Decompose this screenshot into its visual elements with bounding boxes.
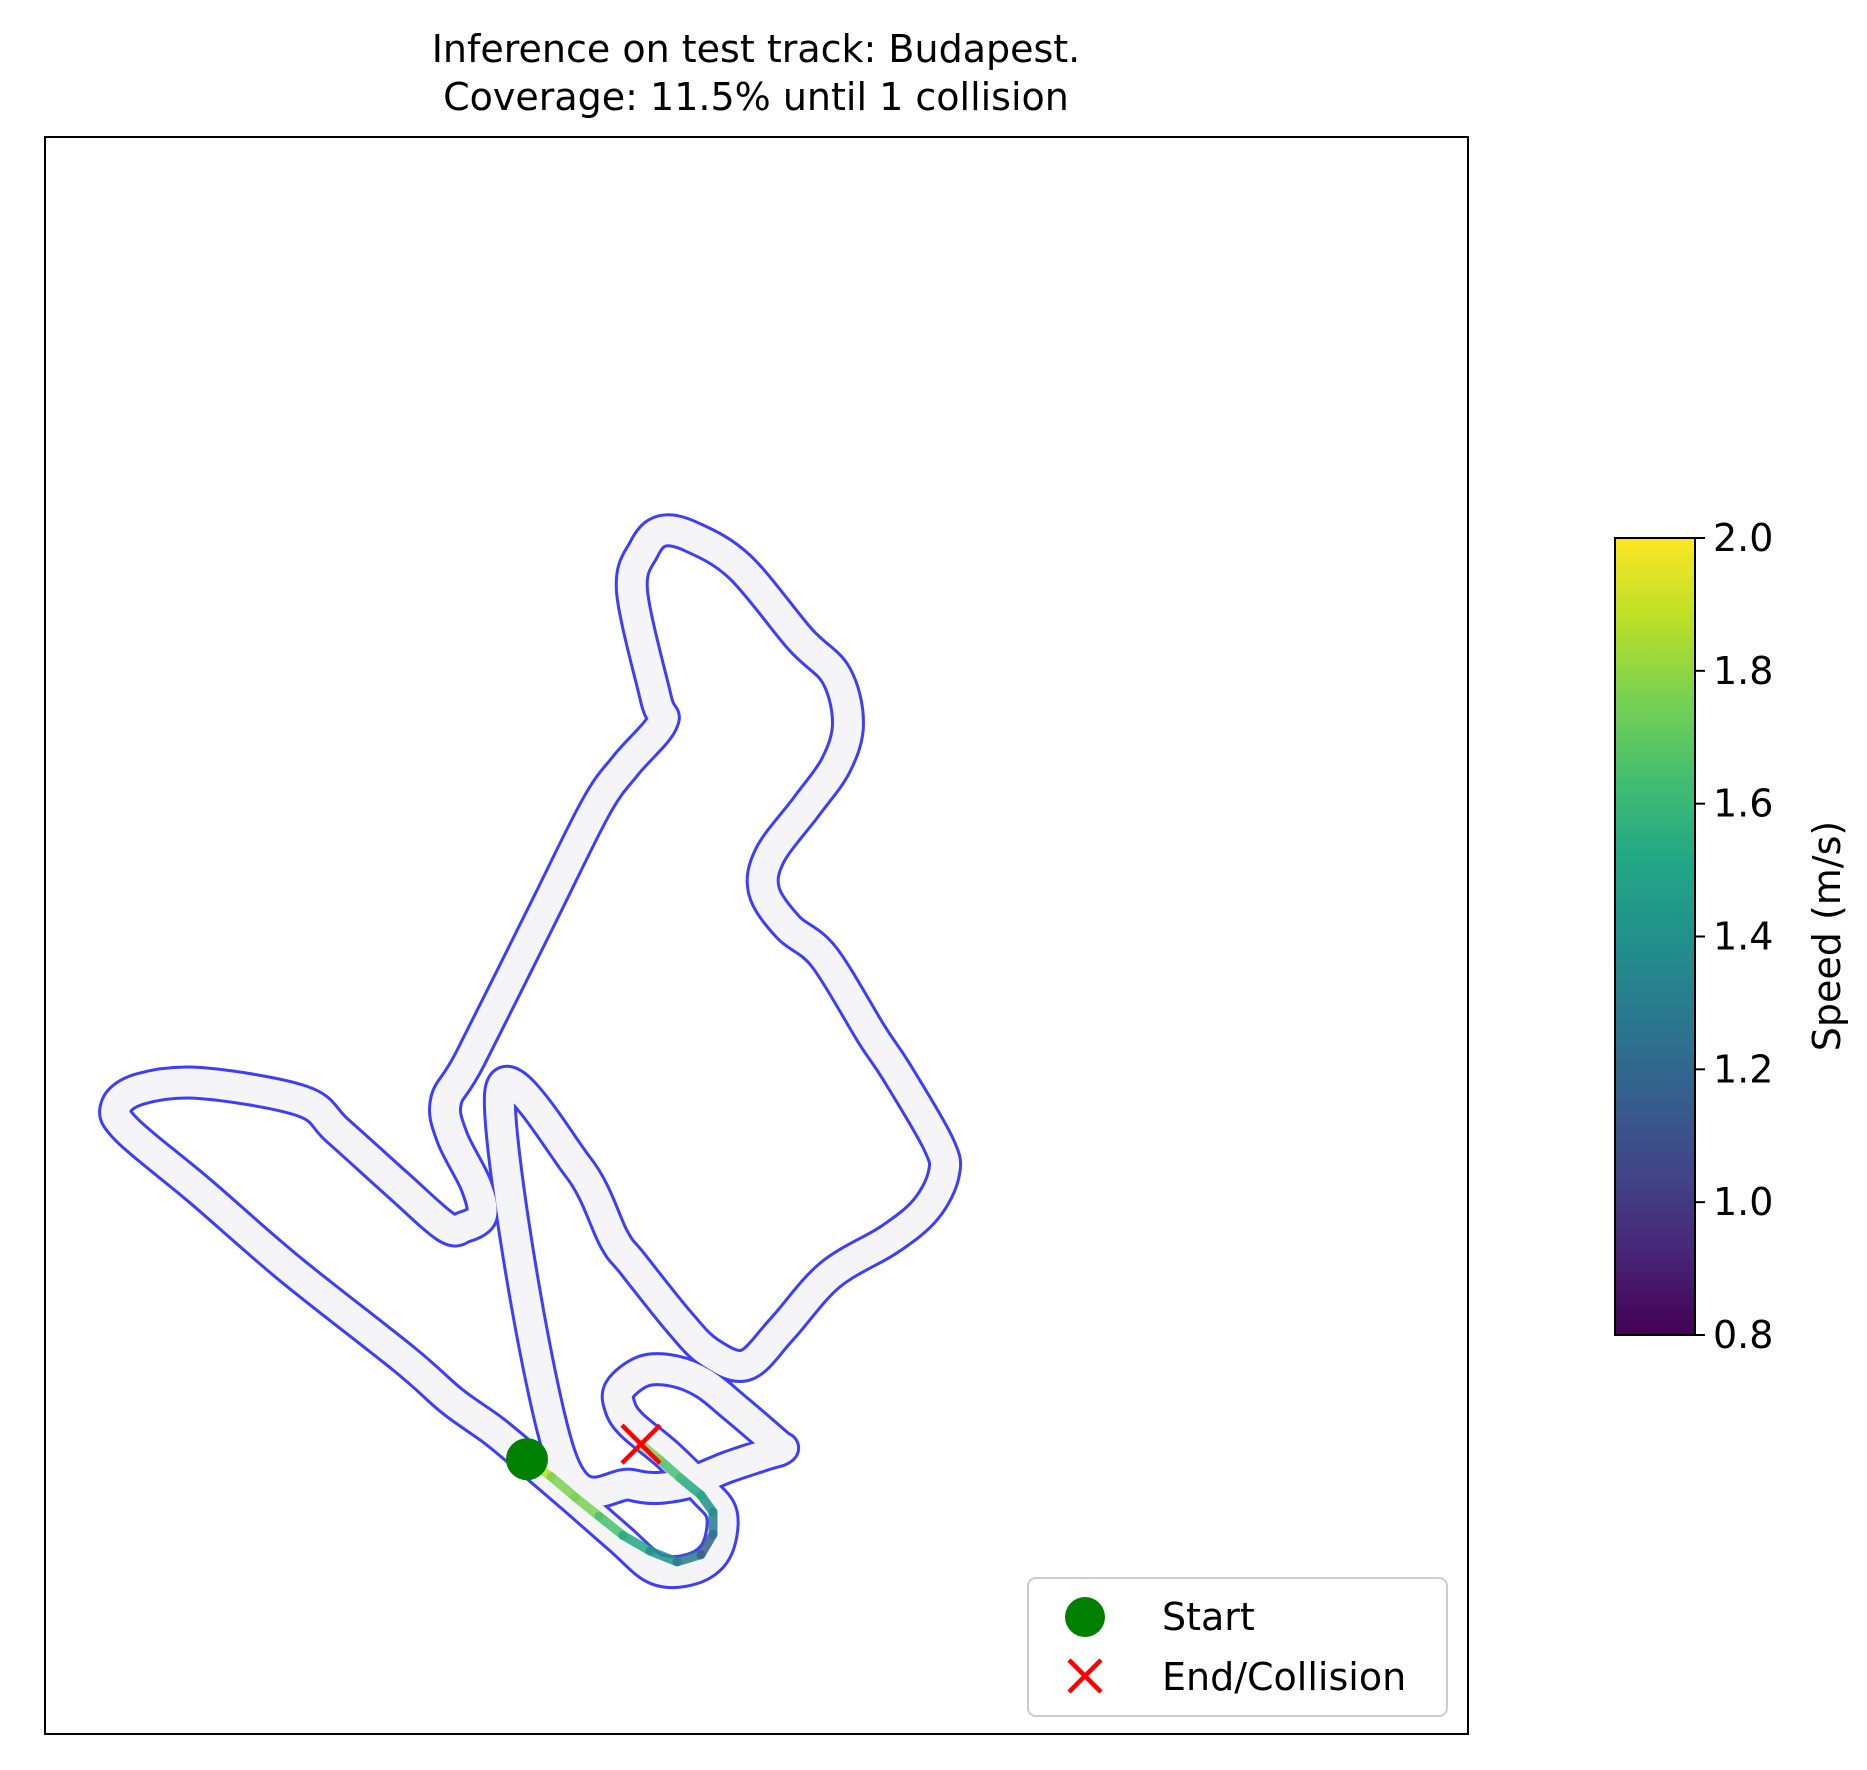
colorbar-tick-label: 1.0 (1713, 1180, 1773, 1224)
legend-start-marker (1065, 1597, 1105, 1637)
legend-box (1027, 1577, 1448, 1717)
colorbar-tick-label: 1.2 (1713, 1047, 1773, 1091)
colorbar: 0.8 1.0 1.2 1.4 1.6 1.8 2.0 Speed (m/s) (1614, 516, 1849, 1357)
track-surface (101, 516, 960, 1586)
colorbar-tick-label: 1.8 (1713, 649, 1773, 693)
trajectory-segment (645, 1546, 682, 1567)
legend: Start End/Collision (1027, 1577, 1448, 1717)
colorbar-label: Speed (m/s) (1805, 821, 1849, 1051)
chart-subtitle: Coverage: 11.5% until 1 collision (443, 75, 1069, 119)
trajectory-segment (546, 1472, 580, 1502)
colorbar-tick-label: 1.4 (1713, 915, 1773, 959)
colorbar-tick-label: 2.0 (1713, 516, 1773, 560)
plot-frame (44, 136, 1469, 1735)
trajectory-segment (594, 1511, 628, 1540)
colorbar-tick-label: 1.6 (1713, 782, 1773, 826)
plot-area (45, 137, 1468, 1734)
colorbar-ticks: 0.8 1.0 1.2 1.4 1.6 1.8 2.0 (1695, 516, 1773, 1357)
colorbar-tick-label: 0.8 (1713, 1313, 1773, 1357)
colorbar-gradient (1614, 537, 1696, 1336)
start-marker (506, 1438, 548, 1481)
trajectory-segment (654, 1454, 685, 1483)
trajectory-segment (618, 1530, 655, 1556)
trajectory (522, 1439, 718, 1567)
legend-label-start: Start (1162, 1595, 1255, 1639)
trajectory-segment (675, 1473, 706, 1500)
legend-end-marker (1067, 1658, 1103, 1694)
trajectory-segment (570, 1492, 604, 1521)
chart-title: Inference on test track: Budapest. (432, 27, 1081, 71)
legend-label-end-collision: End/Collision (1162, 1655, 1406, 1699)
end-collision-marker (620, 1423, 662, 1465)
